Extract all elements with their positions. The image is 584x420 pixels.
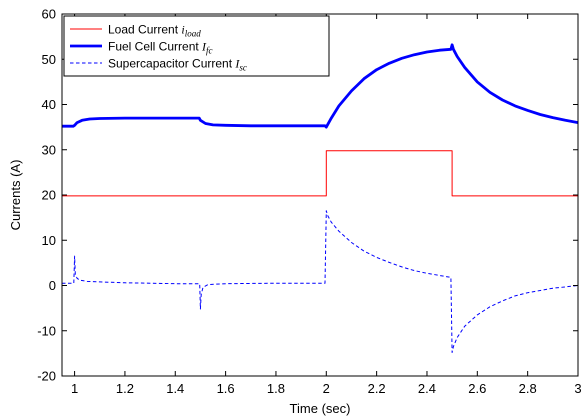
x-tick-label: 2 [323, 381, 330, 396]
ticks-layer: 1 1.2 1.4 1.6 1.8 2 2.2 2.4 2.6 2.8 3 -20 -10 0 10 20 30… [37, 7, 581, 397]
legend-series-subscript: sc [239, 63, 247, 73]
x-tick-label: 1.6 [217, 381, 235, 396]
x-tick-label: 2.8 [519, 381, 537, 396]
y-tick-label: 10 [42, 233, 56, 248]
x-tick-label: 2.6 [468, 381, 486, 396]
x-tick-label: 1.4 [166, 381, 184, 396]
series-line-1 [62, 43, 579, 129]
y-tick-label: -10 [37, 323, 56, 338]
legend-series-symbol: i [181, 23, 184, 37]
legend-series-symbol: I [201, 40, 207, 54]
series-layer [62, 43, 579, 353]
legend-series-name: Load Current [108, 23, 181, 37]
legend-series-name: Fuel Cell Current [108, 40, 202, 54]
y-tick-label: 30 [42, 142, 56, 157]
legend-label-2: Supercapacitor Current Isc [108, 57, 247, 73]
y-tick-label: 40 [42, 97, 56, 112]
x-tick-label: 3 [574, 381, 581, 396]
y-tick-label: 50 [42, 52, 56, 67]
x-tick-label: 2.2 [368, 381, 386, 396]
x-tick-label: 1.8 [267, 381, 285, 396]
legend-label-0: Load Current iload [108, 23, 201, 39]
legend-series-subscript: fc [206, 46, 213, 56]
x-tick-label: 1 [71, 381, 78, 396]
legend-box [63, 15, 330, 77]
y-tick-label: -20 [37, 369, 56, 384]
y-axis-title: Currents (A) [8, 160, 23, 231]
x-tick-label: 2.4 [418, 381, 436, 396]
y-tick-label: 60 [42, 7, 56, 22]
series-line-0 [62, 150, 578, 197]
legend-label-1: Fuel Cell Current Ifc [108, 40, 213, 56]
x-tick-label: 1.2 [116, 381, 134, 396]
y-tick-label: 0 [49, 278, 56, 293]
legend-series-symbol: I [234, 57, 240, 71]
legend-series-name: Supercapacitor Current [108, 57, 235, 71]
y-tick-label: 20 [42, 188, 56, 203]
legend-series-subscript: load [185, 29, 202, 39]
series-line-2 [62, 210, 579, 353]
x-axis-title: Time (sec) [290, 401, 351, 416]
